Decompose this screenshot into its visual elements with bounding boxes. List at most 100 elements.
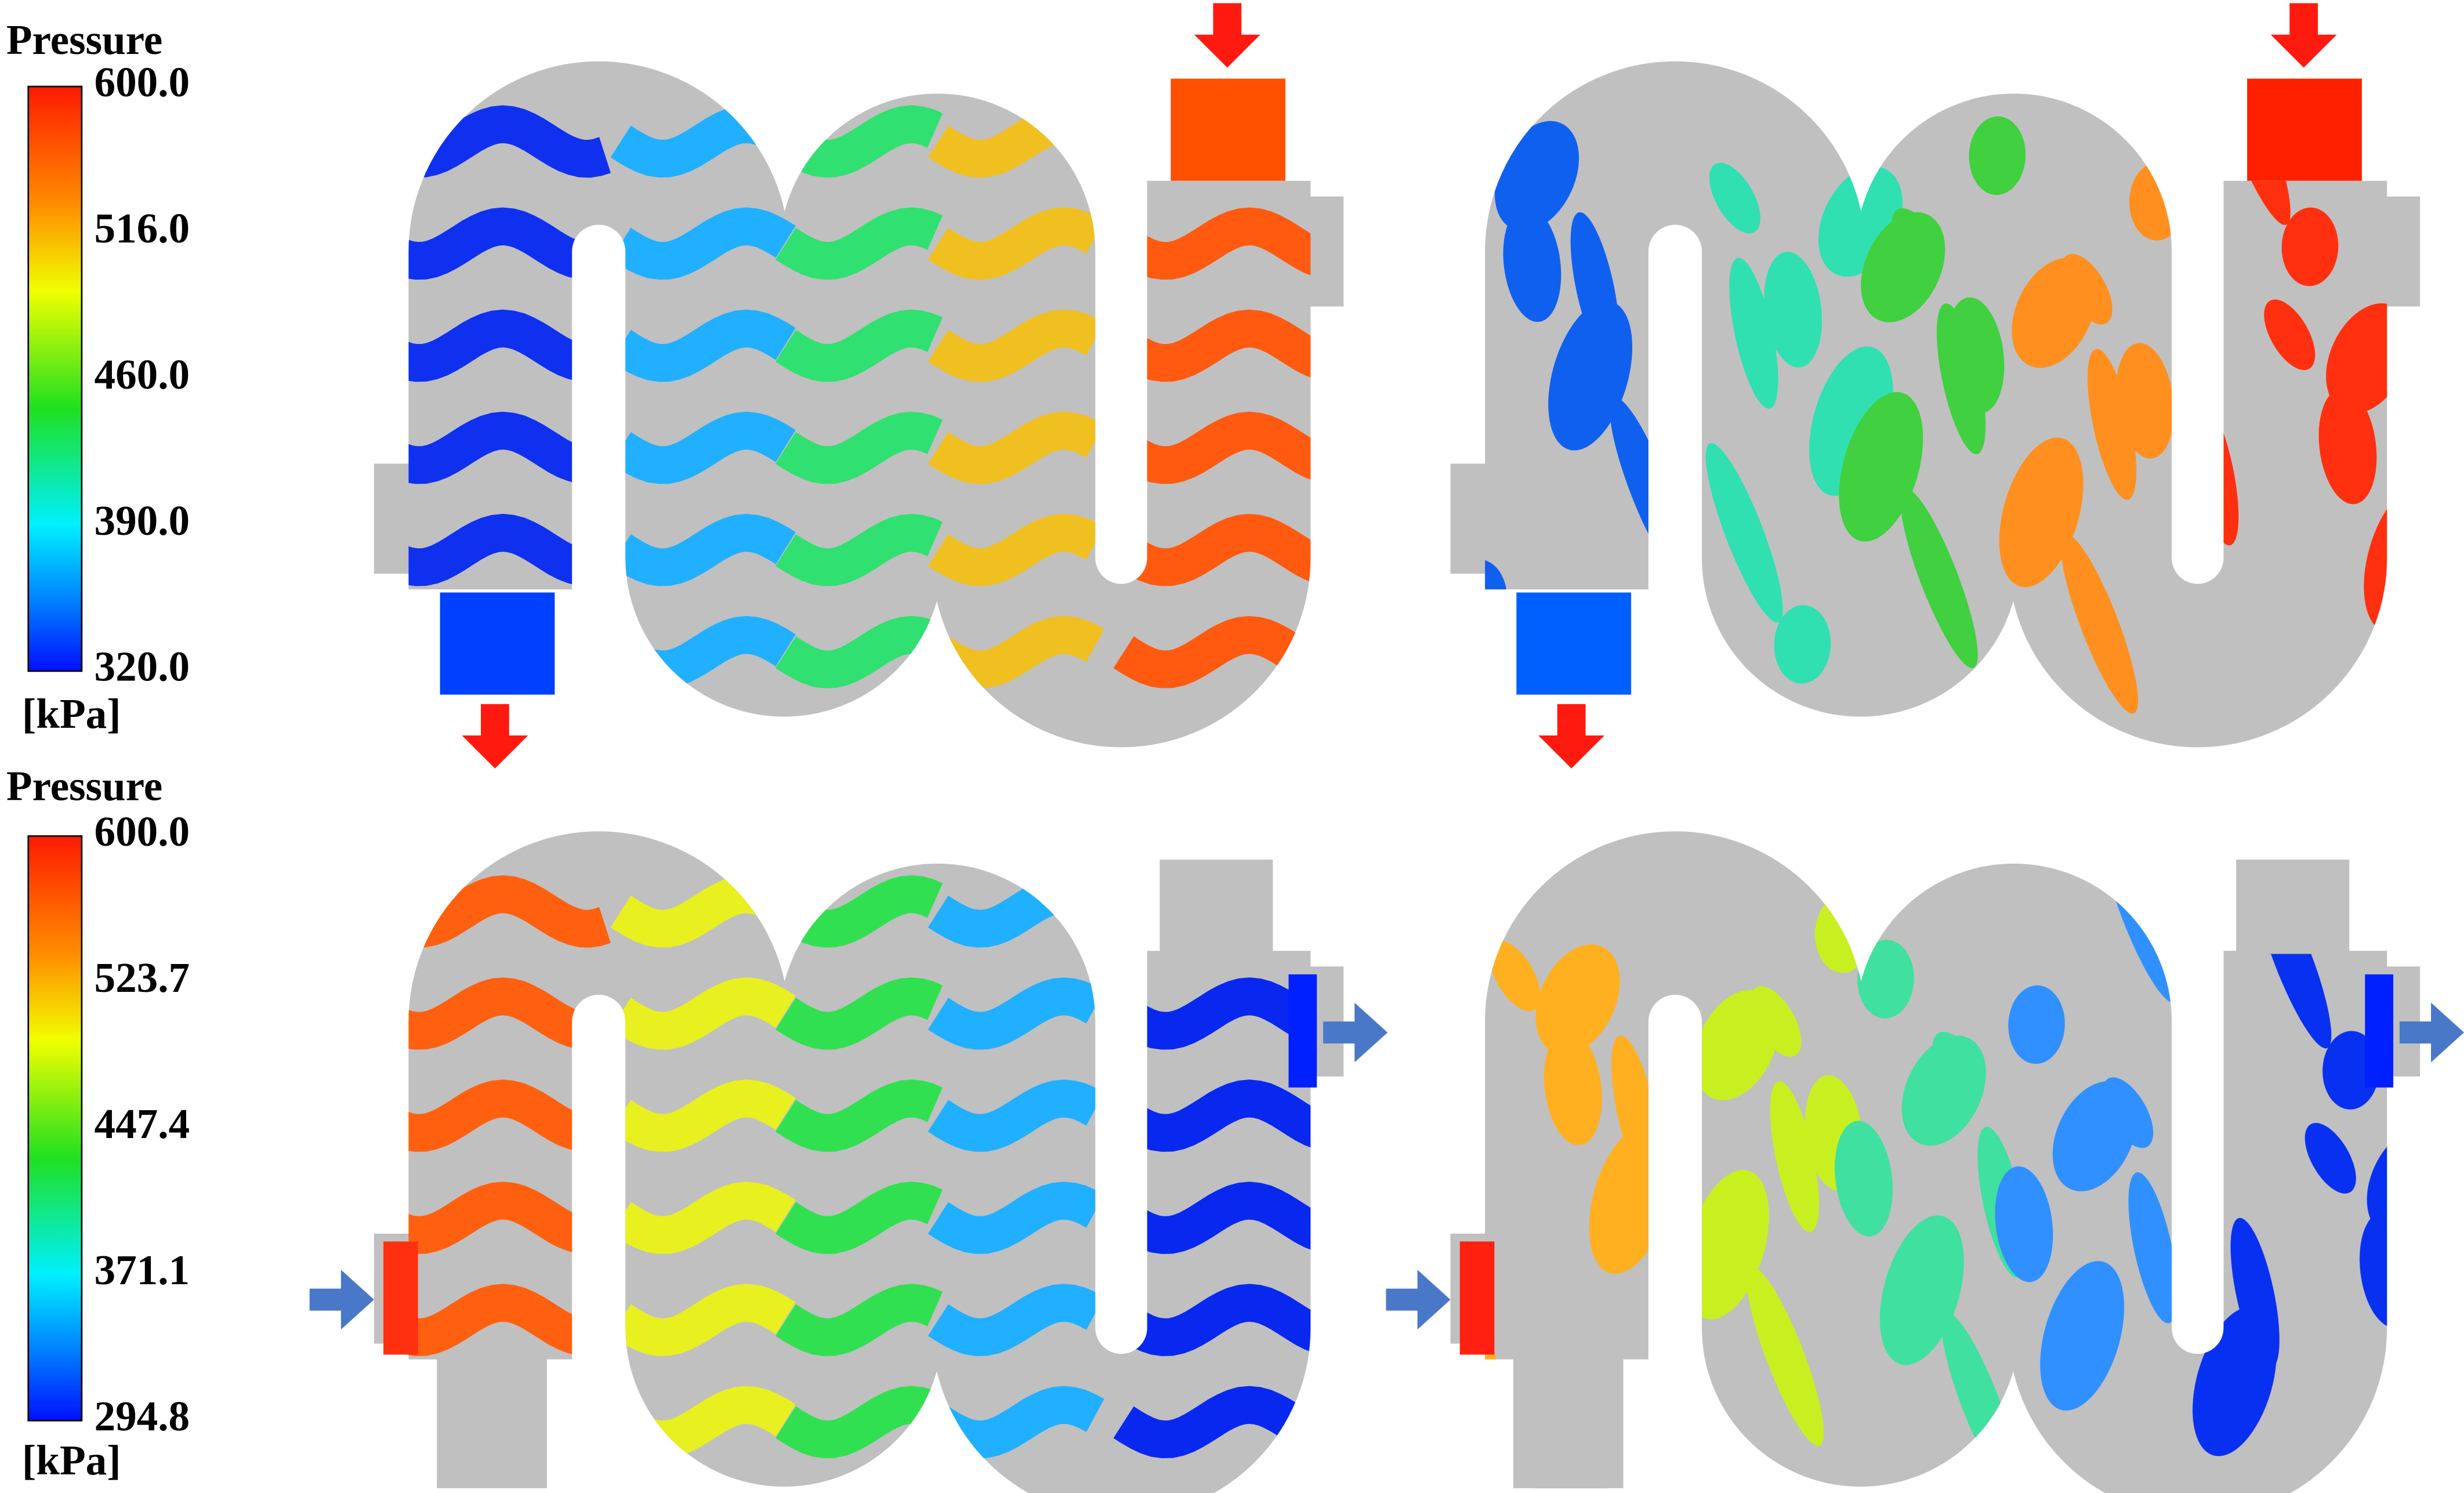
outlet — [2365, 974, 2394, 1088]
contour-blob — [1835, 1121, 1893, 1237]
contour-band — [776, 513, 943, 586]
port — [1450, 463, 1498, 574]
contour-band — [367, 513, 611, 586]
contour-band — [367, 309, 611, 382]
inlet — [1171, 78, 1286, 181]
contour-band — [1113, 411, 1337, 484]
legend-title: Pressure — [6, 16, 162, 63]
port — [2365, 196, 2420, 307]
arrow — [1386, 1270, 1451, 1330]
contour-blob — [1610, 397, 1687, 577]
colorbar — [27, 835, 83, 1422]
channel — [1485, 61, 2387, 748]
contour-blob — [1709, 162, 1760, 234]
contour-blob — [1729, 258, 1778, 409]
contour-blob — [2012, 258, 2096, 368]
contour-band — [610, 1182, 796, 1254]
inlet — [2247, 78, 2362, 181]
inlet-pipe — [1513, 1354, 1624, 1488]
contour-blob — [2326, 303, 2411, 414]
contour-band — [776, 1182, 943, 1254]
outlet-pipe — [2236, 860, 2350, 954]
contour-blob — [1495, 121, 1579, 231]
contour-band — [927, 1079, 1104, 1152]
contour-band — [776, 207, 943, 280]
panel — [367, 3, 1344, 769]
panels — [309, 3, 2464, 1493]
contour-blob — [1503, 206, 1561, 322]
contour-band — [1113, 1079, 1337, 1152]
contour-band — [610, 977, 796, 1050]
contour-band — [610, 1079, 796, 1152]
panel — [1386, 823, 2464, 1493]
contour-blob — [2052, 1081, 2137, 1191]
contour-blob — [1489, 940, 1541, 1012]
contour-band — [1113, 1284, 1337, 1357]
contour — [1448, 45, 2448, 714]
contour-band — [367, 977, 611, 1050]
contour-blob — [2230, 1217, 2280, 1369]
contour-band — [1113, 1386, 1337, 1459]
contour-band — [927, 875, 1104, 948]
contour-blob — [1969, 116, 2026, 195]
contour-band — [1113, 207, 1337, 280]
contour-band — [610, 207, 796, 280]
outlet-pipe — [1159, 860, 1273, 954]
arrow — [309, 1270, 374, 1330]
contour-band — [1113, 615, 1337, 688]
contour-band — [367, 1079, 611, 1153]
contour-band — [927, 309, 1104, 382]
contour-blob — [1570, 212, 1619, 363]
arrow — [1194, 3, 1260, 68]
contour-band — [367, 1182, 611, 1255]
arrow — [1538, 704, 1605, 769]
legend-unit: [kPa] — [22, 1437, 121, 1484]
inlet — [1459, 1241, 1495, 1355]
contour-blob — [1746, 1266, 1824, 1446]
legend-tick-label: 523.7 — [95, 954, 190, 1001]
contour-band — [610, 1386, 796, 1459]
contour-band — [610, 1284, 796, 1356]
contour-blob — [1815, 894, 1872, 973]
contour-blob — [2040, 1261, 2125, 1411]
contour-band — [1113, 1182, 1337, 1255]
panel — [1448, 3, 2448, 769]
legend-tick-label: 516.0 — [95, 205, 190, 252]
contour-band — [367, 411, 611, 484]
contour-band — [776, 1386, 943, 1459]
contour-band — [927, 1182, 1104, 1254]
legend-unit: [kPa] — [22, 690, 121, 737]
contour-band — [367, 105, 611, 178]
outlet — [1516, 592, 1632, 695]
channel — [1485, 831, 2387, 1493]
contour-band — [610, 513, 796, 586]
contour-blob — [1936, 303, 1986, 455]
contour-band — [367, 207, 611, 280]
contour-blob — [2264, 299, 2316, 371]
contour — [1422, 823, 2451, 1492]
contour-blob — [2060, 534, 2139, 714]
contour-blob — [2129, 162, 2186, 241]
contour-band — [776, 1079, 943, 1152]
legend-tick-label: 390.0 — [95, 497, 190, 544]
contour-band — [776, 309, 943, 382]
contour-band — [1113, 309, 1337, 382]
contour-band — [927, 105, 1104, 178]
contour-blob — [1705, 443, 1783, 623]
outlet — [1288, 974, 1317, 1088]
colorbar — [27, 85, 83, 672]
legend-tick-label: 600.0 — [95, 59, 190, 106]
legend-tick-label: 447.4 — [95, 1100, 190, 1147]
contour-blob — [2364, 483, 2448, 633]
contour-band — [776, 411, 943, 484]
contour-blob — [2304, 1122, 2356, 1194]
contour-band — [776, 875, 943, 948]
contour-band — [610, 875, 796, 948]
contour-band — [776, 977, 943, 1050]
contour-band — [1113, 513, 1337, 586]
contour-blob — [2360, 1212, 2418, 1328]
contour-blob — [1857, 940, 1914, 1019]
arrow — [462, 704, 528, 769]
contour — [367, 875, 1337, 1459]
contour-band — [776, 615, 943, 688]
